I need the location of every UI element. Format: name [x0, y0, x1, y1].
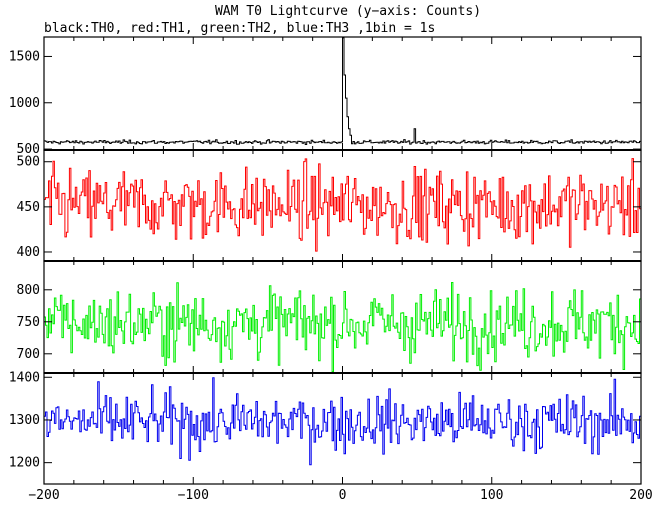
panels-group: 500 1000 1500 400 450 500 700 750 800 1200 1300 140… — [9, 36, 642, 485]
x-tick-label: 200 — [629, 488, 652, 503]
y-tick-label: 700 — [17, 347, 40, 362]
y-tick-label: 1000 — [9, 96, 40, 111]
series-line-th0 — [44, 37, 642, 145]
panel-th3: 1200 1300 1400 — [9, 370, 642, 485]
chart-subtitle: black:TH0, red:TH1, green:TH2, blue:TH3 … — [44, 21, 435, 36]
series-line-th1 — [44, 158, 642, 252]
x-tick-label: 100 — [480, 488, 503, 503]
y-tick-label: 1200 — [9, 456, 40, 471]
y-tick-label: 450 — [17, 200, 40, 215]
series-line-th2 — [44, 282, 642, 373]
y-tick-label: 500 — [17, 155, 40, 170]
x-tick-label: 0 — [339, 488, 347, 503]
x-axis: −200 −100 0 100 200 — [28, 488, 652, 503]
y-tick-label: 1500 — [9, 49, 40, 64]
series-line-th3 — [44, 377, 642, 466]
x-tick-label: −100 — [178, 488, 209, 503]
y-tick-label: 800 — [17, 283, 40, 298]
y-tick-label: 1400 — [9, 370, 40, 385]
y-tick-label: 400 — [17, 245, 40, 260]
y-tick-label: 750 — [17, 315, 40, 330]
y-tick-label: 500 — [17, 142, 40, 157]
panel-th2: 700 750 800 — [17, 260, 642, 374]
y-tick-label: 1300 — [9, 413, 40, 428]
panel-th0: 500 1000 1500 — [9, 36, 642, 157]
x-tick-label: −200 — [28, 488, 59, 503]
chart-title: WAM T0 Lightcurve (y−axis: Counts) — [215, 4, 481, 19]
panel-th1: 400 450 500 — [17, 149, 642, 262]
